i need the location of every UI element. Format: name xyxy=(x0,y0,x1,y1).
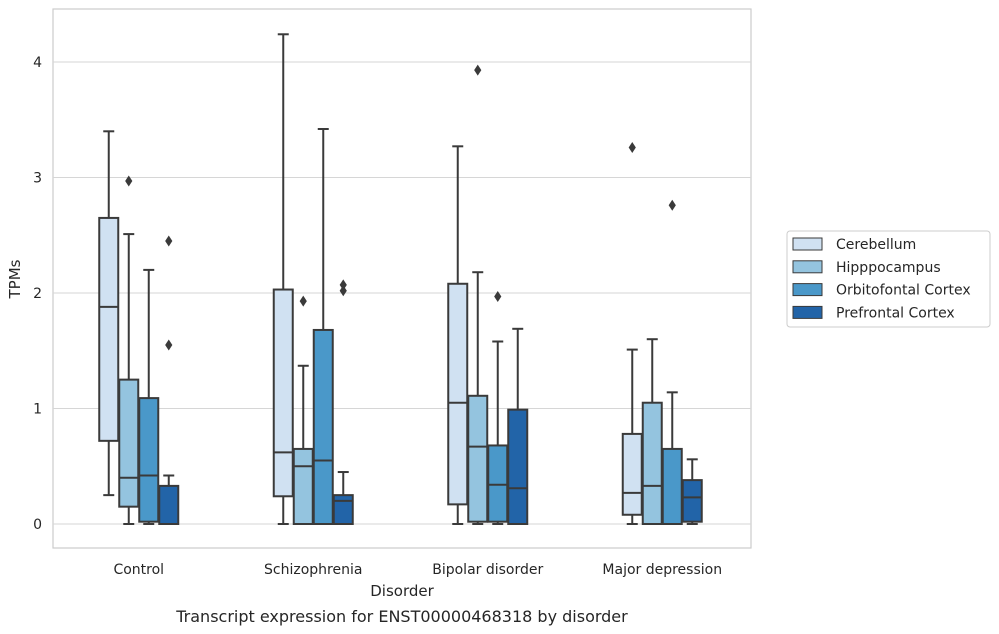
legend-item: Orbitofontal Cortex xyxy=(792,283,971,299)
box-body xyxy=(507,408,529,525)
box xyxy=(118,175,140,525)
outlier-point xyxy=(494,290,502,302)
outlier-point xyxy=(339,279,347,291)
boxes xyxy=(98,33,703,526)
y-tick-label: 2 xyxy=(33,286,42,302)
y-axis-ticks: 0 1 2 3 4 xyxy=(33,55,42,533)
legend-label: Cerebellum xyxy=(836,237,916,253)
legend-label: Hipppocampus xyxy=(836,260,941,276)
box-body xyxy=(661,447,683,525)
box xyxy=(312,127,334,525)
box-body xyxy=(621,432,643,516)
box xyxy=(507,327,529,525)
box xyxy=(661,199,683,525)
x-tick-label: Major depression xyxy=(602,562,722,578)
box-body xyxy=(312,328,334,525)
legend-swatch xyxy=(792,260,823,274)
box-body xyxy=(641,401,663,526)
y-tick-label: 3 xyxy=(33,171,42,187)
box-body xyxy=(98,216,120,442)
legend-swatch xyxy=(792,305,823,319)
box-body xyxy=(332,494,354,525)
outlier-point xyxy=(165,339,173,351)
box-body xyxy=(138,397,160,523)
x-tick-label: Control xyxy=(113,562,164,578)
box-body xyxy=(487,444,509,523)
box xyxy=(158,235,180,526)
outlier-point xyxy=(339,285,347,297)
box xyxy=(138,268,160,525)
outlier-point xyxy=(165,235,173,247)
y-axis-title: TPMs xyxy=(6,259,24,299)
outlier-point xyxy=(125,175,133,187)
legend-item: Cerebellum xyxy=(792,237,916,253)
x-axis-ticks: Control Schizophrenia Bipolar disorder Majo… xyxy=(113,562,722,578)
box-body xyxy=(118,378,140,508)
y-tick-label: 4 xyxy=(33,55,42,71)
legend: Cerebellum Hipppocampus Orbitofontal Corte… xyxy=(786,230,991,328)
box xyxy=(98,130,120,497)
y-tick-label: 1 xyxy=(33,402,42,418)
box xyxy=(621,141,643,525)
legend-item: Hipppocampus xyxy=(792,260,941,276)
legend-swatch xyxy=(792,283,823,297)
legend-label: Prefrontal Cortex xyxy=(836,305,955,321)
box-body xyxy=(467,394,489,523)
box xyxy=(332,279,354,525)
box-body xyxy=(681,479,703,523)
x-tick-label: Schizophrenia xyxy=(264,562,362,578)
box xyxy=(292,295,314,525)
box-body xyxy=(158,484,180,526)
box-body xyxy=(272,288,294,498)
outlier-point xyxy=(628,141,636,153)
box xyxy=(272,33,294,525)
chart-caption: Transcript expression for ENST0000046831… xyxy=(175,607,628,626)
outlier-point xyxy=(474,64,482,76)
x-axis-title: Disorder xyxy=(370,582,434,600)
legend-swatch xyxy=(792,237,823,251)
box-body xyxy=(292,447,314,525)
y-tick-label: 0 xyxy=(33,517,42,533)
outlier-point xyxy=(668,199,676,211)
legend-item: Prefrontal Cortex xyxy=(792,305,955,321)
box xyxy=(681,458,703,525)
legend-label: Orbitofontal Cortex xyxy=(836,283,971,299)
box xyxy=(447,145,469,525)
x-tick-label: Bipolar disorder xyxy=(432,562,543,578)
outlier-point xyxy=(299,295,307,307)
box-body xyxy=(447,282,469,506)
legend-frame xyxy=(786,230,991,328)
